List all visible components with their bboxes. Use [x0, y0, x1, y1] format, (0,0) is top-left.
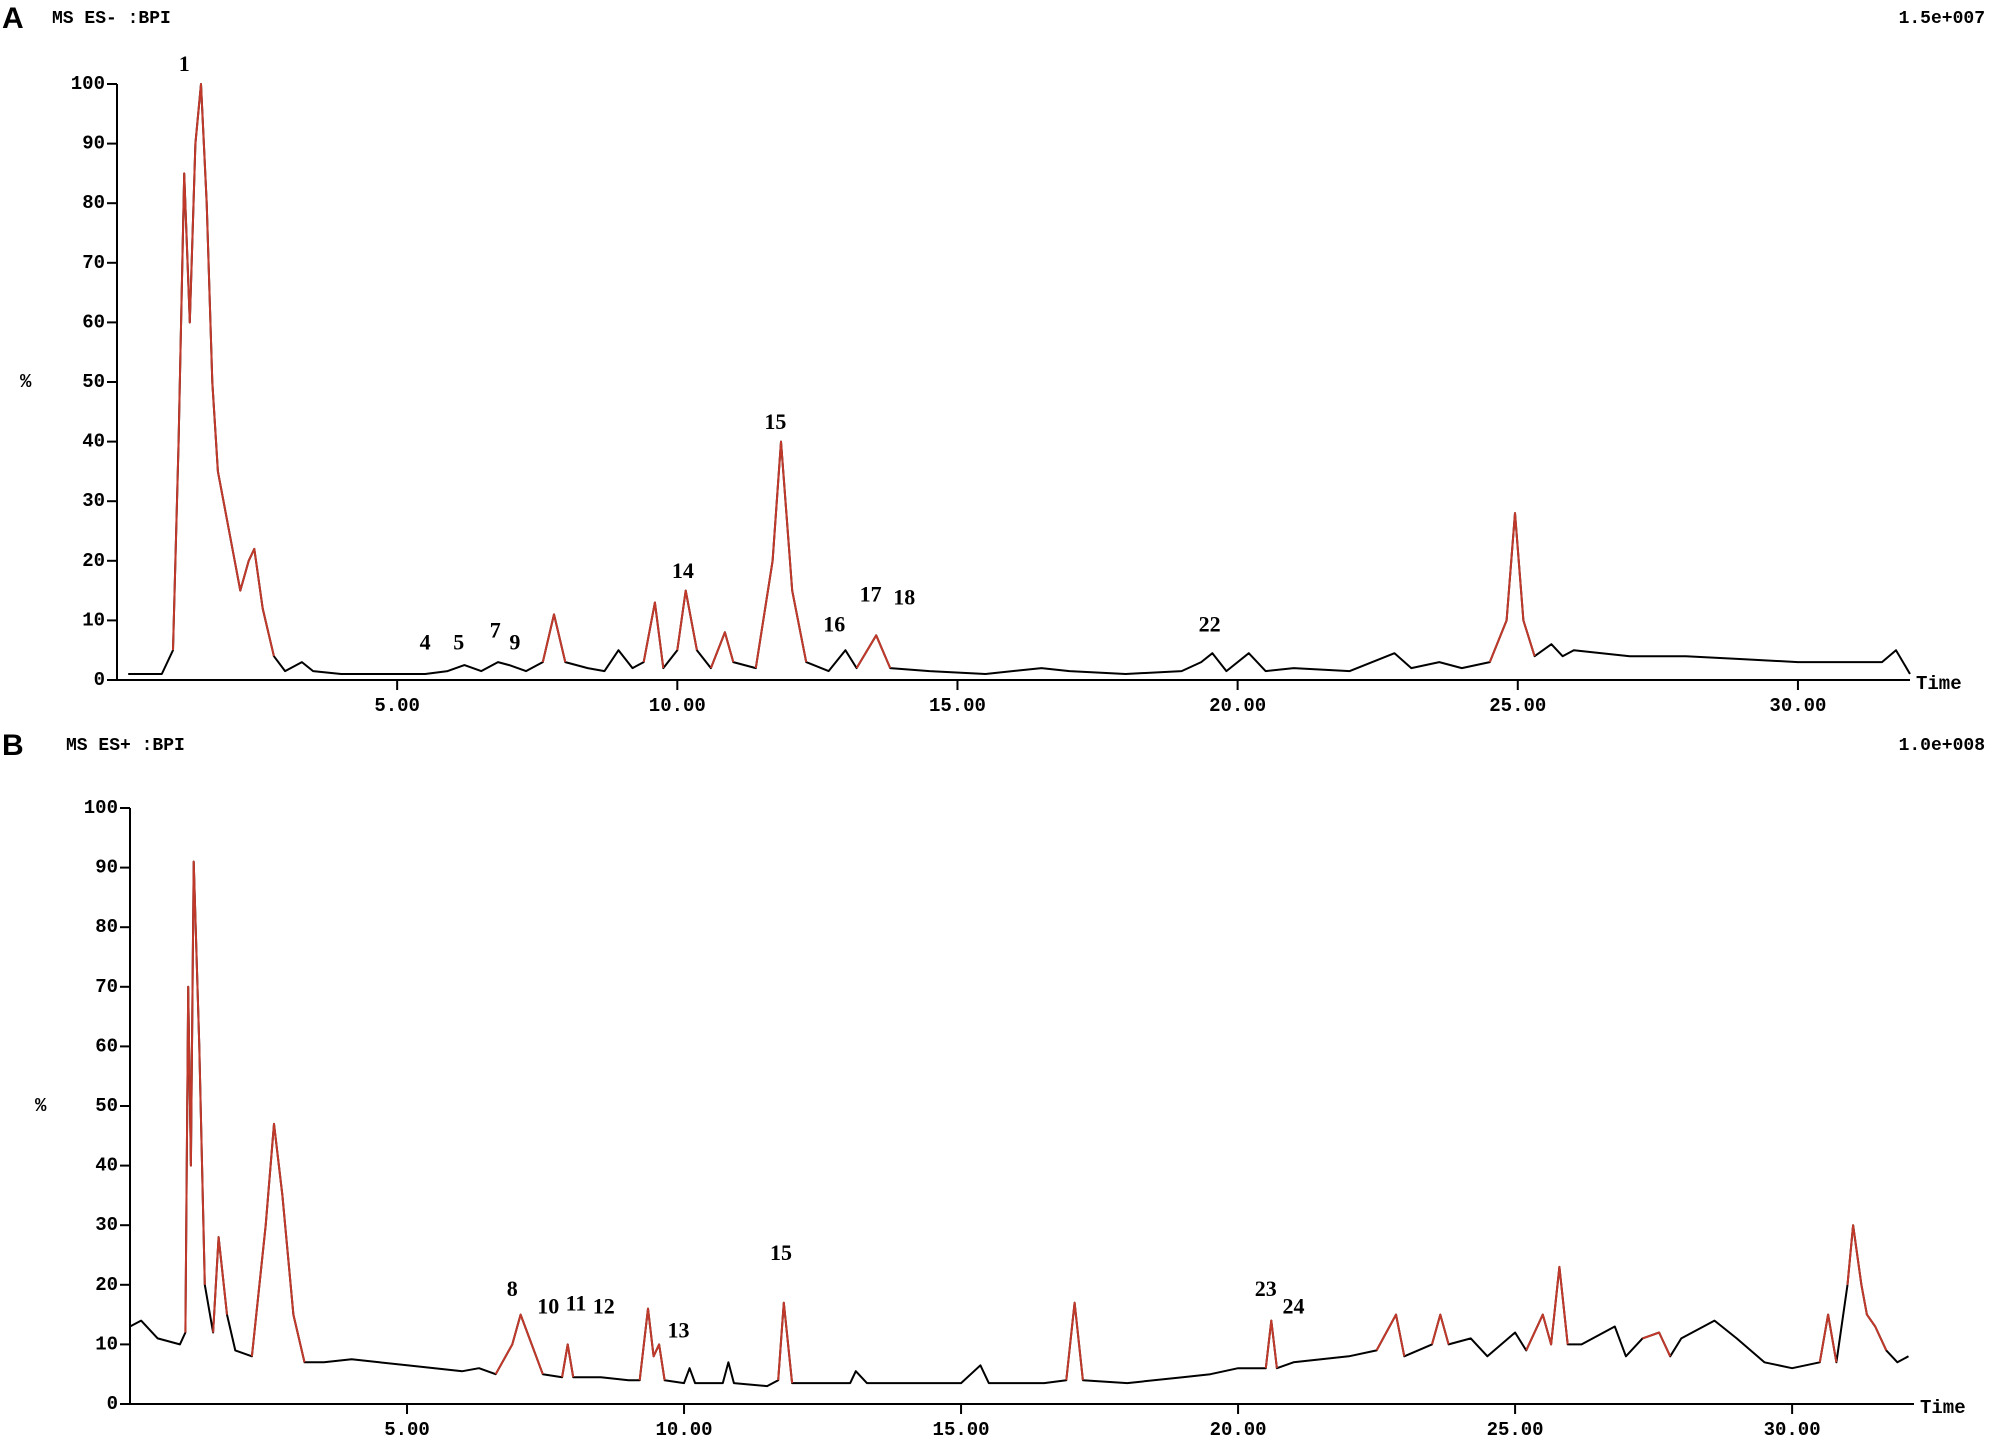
x-tick-label: 20.00	[1209, 695, 1266, 717]
peak-label: 10	[537, 1294, 559, 1319]
y-tick-label: 60	[95, 1035, 118, 1057]
peak-label: 9	[509, 629, 520, 654]
peak-label: 5	[453, 629, 464, 654]
y-tick-label: 50	[82, 371, 105, 393]
y-tick-label: 40	[95, 1155, 118, 1177]
x-tick-label: 25.00	[1489, 695, 1546, 717]
peak-label: 4	[420, 629, 431, 654]
y-tick-label: 40	[82, 431, 105, 453]
x-tick-label: 5.00	[374, 695, 420, 717]
peak-label: 16	[823, 611, 845, 636]
panel-label: A	[2, 2, 24, 35]
x-tick-label: 5.00	[384, 1419, 430, 1441]
header: MS ES+ :BPI	[66, 736, 185, 756]
peak-label: 18	[893, 585, 915, 610]
peak-label: 11	[566, 1291, 587, 1316]
y-tick-label: 70	[95, 976, 118, 998]
y-tick-label: 30	[82, 490, 105, 512]
y-tick-label: 20	[95, 1274, 118, 1296]
peak-label: 17	[860, 582, 882, 607]
trace	[172, 83, 1536, 669]
y-tick-label: 90	[82, 133, 105, 155]
x-axis-label: Time	[1916, 673, 1962, 695]
y-tick-label: 20	[82, 550, 105, 572]
trace	[129, 860, 1909, 1388]
peak-label: 23	[1255, 1276, 1277, 1301]
peak-label: 15	[764, 409, 786, 434]
x-tick-label: 30.00	[1764, 1419, 1821, 1441]
y-axis-label: %	[20, 371, 32, 393]
peak-label: 22	[1199, 611, 1221, 636]
x-axis-label: Time	[1920, 1397, 1966, 1419]
x-tick-label: 30.00	[1769, 695, 1826, 717]
y-tick-label: 100	[84, 797, 118, 819]
y-tick-label: 50	[95, 1095, 118, 1117]
trace	[184, 860, 1888, 1384]
peak-label: 12	[593, 1294, 615, 1319]
panel-label: B	[2, 729, 24, 762]
y-tick-label: 0	[94, 669, 105, 691]
header: MS ES- :BPI	[52, 9, 171, 29]
trace	[128, 83, 1911, 675]
peak-label: 8	[507, 1276, 518, 1301]
scale-label: 1.5e+007	[1899, 9, 1985, 29]
y-tick-label: 0	[107, 1393, 118, 1415]
y-tick-label: 80	[82, 192, 105, 214]
x-tick-label: 25.00	[1487, 1419, 1544, 1441]
peak-label: 14	[672, 558, 694, 583]
peak-label: 15	[770, 1240, 792, 1265]
x-tick-label: 10.00	[656, 1419, 713, 1441]
x-tick-label: 15.00	[929, 695, 986, 717]
x-tick-label: 15.00	[933, 1419, 990, 1441]
y-tick-label: 30	[95, 1214, 118, 1236]
y-tick-label: 10	[82, 609, 105, 631]
y-tick-label: 10	[95, 1333, 118, 1355]
x-tick-label: 20.00	[1210, 1419, 1267, 1441]
y-tick-label: 100	[71, 73, 105, 95]
y-tick-label: 60	[82, 311, 105, 333]
peak-label: 1	[179, 51, 190, 76]
peak-label: 13	[667, 1318, 689, 1343]
y-tick-label: 90	[95, 857, 118, 879]
scale-label: 1.0e+008	[1899, 736, 1985, 756]
peak-label: 7	[490, 617, 501, 642]
x-tick-label: 10.00	[649, 695, 706, 717]
y-tick-label: 80	[95, 916, 118, 938]
y-tick-label: 70	[82, 252, 105, 274]
y-axis-label: %	[35, 1095, 47, 1117]
peak-label: 24	[1282, 1294, 1304, 1319]
